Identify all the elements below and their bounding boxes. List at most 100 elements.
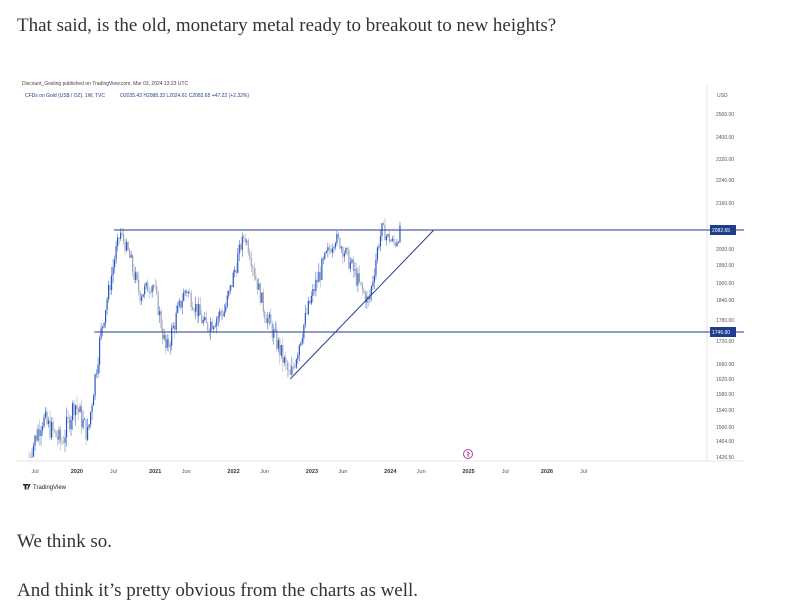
candle-body <box>340 247 342 249</box>
candle-body <box>49 420 51 438</box>
candle-body <box>127 241 129 250</box>
candle-body <box>91 405 93 413</box>
candle-body <box>160 311 162 329</box>
candle-body <box>327 247 329 252</box>
candle-body <box>348 249 350 269</box>
candle-body <box>138 279 140 292</box>
candle-body <box>79 406 81 413</box>
candle-body <box>276 329 278 349</box>
y-tick-label: 2400.00 <box>716 135 734 141</box>
candle-body <box>208 330 210 333</box>
price-badge-bg <box>710 225 736 235</box>
candle-body <box>168 339 170 347</box>
candle-body <box>391 238 394 241</box>
candle-body <box>124 241 126 251</box>
candle-body <box>199 304 201 315</box>
candle-body <box>307 300 309 314</box>
y-tick-label: 2160.00 <box>716 201 734 207</box>
candle-body <box>147 282 149 293</box>
candle-body <box>325 251 327 253</box>
candle-body <box>288 369 290 371</box>
candle-body <box>50 421 53 438</box>
candle-body <box>358 273 361 283</box>
candle-body <box>111 275 113 290</box>
x-tick-year-label: 2026 <box>541 469 553 475</box>
candle-body <box>46 411 48 424</box>
article-paragraph-conclusion: And think it’s pretty obvious from the c… <box>17 580 419 601</box>
candle-body <box>235 270 237 273</box>
x-tick-month-label: Jul <box>502 469 509 475</box>
candle-body <box>390 240 392 242</box>
candle-body <box>109 284 111 290</box>
y-axis-ticks: 2500.00 2400.00 2320.00 2240.00 2160.00 2000.… <box>716 112 734 461</box>
candle-body <box>98 338 101 365</box>
candle-body <box>376 247 379 260</box>
candle-body <box>378 246 380 248</box>
candle-body <box>58 429 60 440</box>
candle-body <box>174 325 176 330</box>
candle-body <box>379 236 382 247</box>
candle-body <box>333 247 335 249</box>
candle-body <box>253 268 255 276</box>
candle-body <box>354 269 356 271</box>
candle-body <box>211 321 213 330</box>
y-tick-label: 1580.00 <box>716 392 734 398</box>
candle-body <box>387 234 389 237</box>
x-tick-year-label: 2024 <box>384 469 397 475</box>
candle-body <box>103 322 105 327</box>
candle-body <box>142 294 144 297</box>
candle-body <box>89 412 92 425</box>
candle-body <box>393 238 395 244</box>
candle-body <box>135 272 137 281</box>
candle-body <box>339 237 341 249</box>
y-tick-label: 2000.00 <box>716 247 734 253</box>
candle-body <box>40 430 42 436</box>
candle-body <box>178 300 180 306</box>
y-tick-label: 1500.00 <box>716 425 734 431</box>
candle-body <box>106 299 108 311</box>
candle-body <box>241 236 243 250</box>
candle-body <box>324 252 326 259</box>
candle-body <box>120 232 122 239</box>
candle-body <box>219 311 221 317</box>
candle-body <box>384 224 386 241</box>
candle-body <box>373 275 376 283</box>
candle-body <box>186 290 188 294</box>
rising-trendline <box>289 229 435 380</box>
candle-body <box>369 295 371 300</box>
candle-body <box>267 317 269 324</box>
y-tick-label: 1540.00 <box>716 408 734 414</box>
gold-weekly-chart[interactable]: Discount_Gosling published on TradingVie… <box>17 75 744 495</box>
candle-body <box>273 329 275 338</box>
candle-body <box>357 273 359 286</box>
candle-body <box>289 370 291 375</box>
y-tick-label: 1426.50 <box>716 455 734 461</box>
candle-body <box>225 306 227 312</box>
candle-body <box>56 436 59 440</box>
candle-body <box>85 419 87 440</box>
candle-body <box>101 326 104 329</box>
candle-body <box>65 417 68 438</box>
candle-body <box>234 270 236 273</box>
chart-event-marker[interactable] <box>463 449 473 459</box>
candle-body <box>94 374 96 396</box>
candle-body <box>321 258 323 280</box>
candle-body <box>204 317 206 321</box>
candle-body <box>250 258 252 267</box>
candle-body <box>249 252 251 259</box>
candle-body <box>68 417 71 430</box>
candle-body <box>346 248 349 250</box>
chart-symbol-line: CFDs on Gold (US$ / OZ), 1W, TVC <box>25 93 105 99</box>
x-tick-year-label: 2023 <box>306 469 318 475</box>
candle-body <box>71 403 74 421</box>
candle-body <box>201 314 203 324</box>
candle-body <box>150 292 152 293</box>
candle-body <box>396 242 398 247</box>
tradingview-logo[interactable]: TradingView <box>23 484 67 491</box>
candle-body <box>151 286 153 293</box>
candle-body <box>228 291 230 296</box>
candle-body <box>195 303 197 312</box>
chart-publisher-line: Discount_Gosling published on TradingVie… <box>22 81 189 87</box>
chart-canvas[interactable]: Discount_Gosling published on TradingVie… <box>17 75 744 495</box>
y-tick-label: 1660.00 <box>716 362 734 368</box>
